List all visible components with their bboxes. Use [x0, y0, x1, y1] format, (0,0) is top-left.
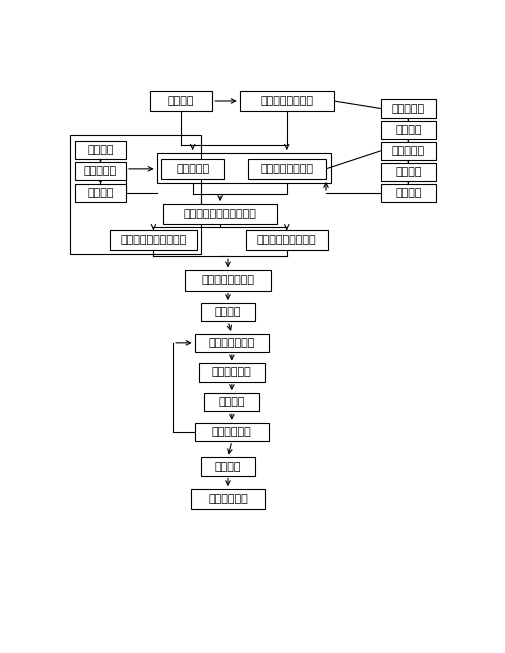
Text: 安装固定块: 安装固定块: [391, 146, 424, 156]
Text: 光缆线跳线接头保护: 光缆线跳线接头保护: [257, 235, 316, 246]
Text: 固定块加工: 固定块加工: [391, 104, 424, 114]
Text: 丝口焊接: 丝口焊接: [394, 188, 421, 198]
Bar: [380, 99, 435, 118]
Bar: [110, 231, 196, 250]
Text: 钻机钻进: 钻机钻进: [218, 397, 244, 407]
Text: 钢管攻丝: 钢管攻丝: [394, 125, 421, 135]
Bar: [380, 184, 435, 202]
Text: 固定传感器: 固定传感器: [84, 167, 117, 176]
Bar: [200, 458, 255, 475]
Text: 多场耦合监测: 多场耦合监测: [208, 494, 247, 504]
Bar: [149, 91, 212, 111]
Text: 钢管内线缆的固定: 钢管内线缆的固定: [260, 164, 313, 174]
Bar: [247, 159, 325, 179]
Bar: [161, 159, 224, 179]
Text: 钢管间线缆接线: 钢管间线缆接线: [208, 338, 255, 348]
Bar: [245, 231, 327, 250]
Bar: [380, 121, 435, 138]
Bar: [75, 140, 126, 159]
Bar: [239, 91, 333, 111]
Bar: [156, 153, 330, 183]
Text: 钢管攻丝: 钢管攻丝: [87, 145, 114, 155]
Text: 钻机就位: 钻机就位: [214, 307, 241, 317]
Text: 钢管两端线缆接头的保护: 钢管两端线缆接头的保护: [183, 209, 256, 219]
Text: 固定线缆: 固定线缆: [394, 167, 421, 177]
Bar: [380, 163, 435, 181]
Bar: [200, 303, 255, 321]
Bar: [70, 135, 201, 254]
Text: 钢管进场: 钢管进场: [167, 96, 194, 106]
Bar: [75, 163, 126, 180]
Text: 线缆接头保护: 线缆接头保护: [212, 368, 251, 377]
Text: 检验信号强度: 检验信号强度: [212, 427, 251, 437]
Bar: [194, 422, 269, 441]
Bar: [184, 270, 271, 291]
Text: 传感器光缆线接头保护: 传感器光缆线接头保护: [120, 235, 186, 246]
Text: 丝口焊接: 丝口焊接: [87, 188, 114, 198]
Text: 钻孔完成: 钻孔完成: [214, 462, 241, 471]
Text: 传感器固定: 传感器固定: [176, 164, 209, 174]
Bar: [380, 142, 435, 160]
Text: 传感器及线缆进场: 传感器及线缆进场: [260, 96, 313, 106]
Bar: [198, 364, 265, 381]
Bar: [163, 204, 276, 224]
Bar: [194, 334, 269, 352]
Bar: [204, 393, 259, 411]
Bar: [75, 184, 126, 202]
Bar: [190, 489, 265, 509]
Text: 材料运抵施工现场: 材料运抵施工现场: [201, 276, 254, 285]
